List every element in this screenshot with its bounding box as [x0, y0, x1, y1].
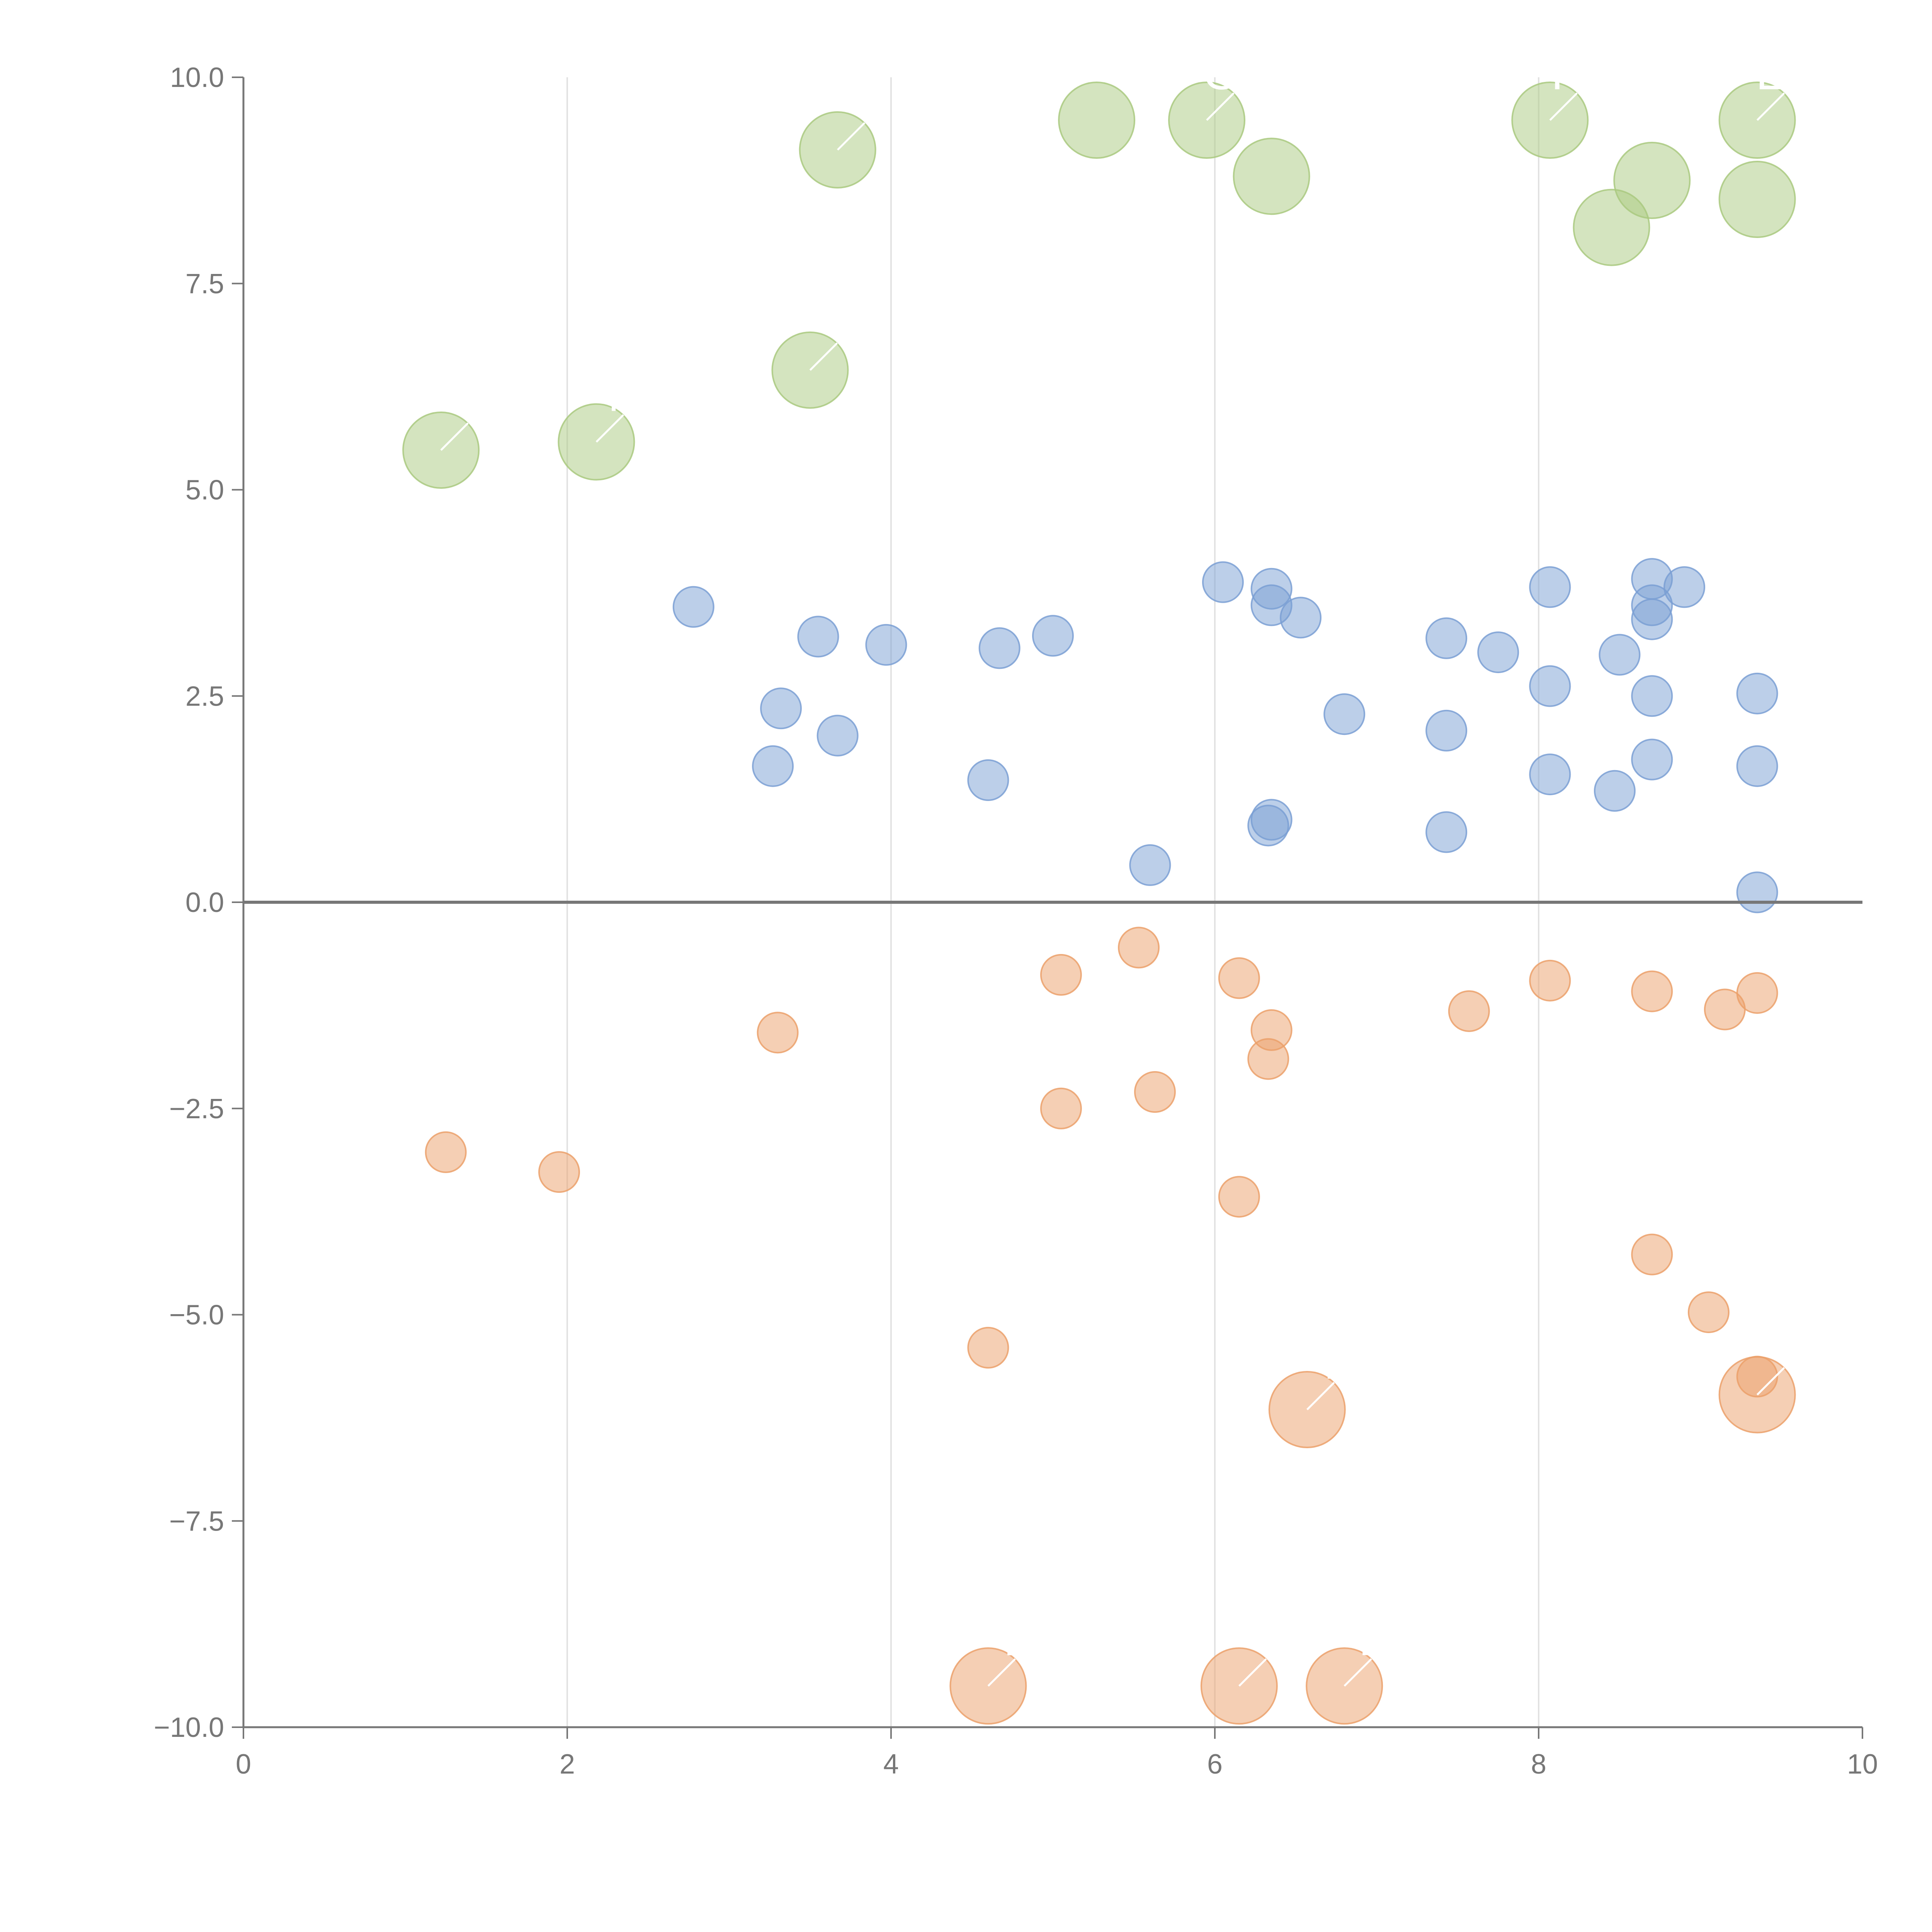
- label-leader-line: [837, 122, 866, 151]
- bubble-point: [1040, 1087, 1082, 1129]
- y-tick-label: 2.5: [185, 681, 224, 712]
- bubble-point: [1425, 709, 1468, 752]
- bubble-point: [797, 616, 839, 658]
- bubble-label: G: [850, 77, 886, 129]
- bubble-point: [1736, 871, 1778, 913]
- label-leader-line: [1306, 1382, 1335, 1410]
- bubble-point: [425, 1131, 467, 1173]
- label-leader-line: [1238, 1658, 1267, 1687]
- bubble-point: [1218, 957, 1260, 999]
- label-leader-line: [1206, 92, 1235, 121]
- bubble-point: [1529, 566, 1571, 608]
- label-leader-line: [987, 1658, 1016, 1687]
- bubble-label: P: [1003, 1613, 1034, 1665]
- x-tick-label: 6: [1207, 1749, 1223, 1780]
- bubble-point: [760, 687, 802, 730]
- bubble-point: [1280, 597, 1322, 639]
- bubble-point: [1631, 1233, 1673, 1276]
- bubble-point: [1704, 988, 1746, 1031]
- label-leader-line: [1096, 198, 1124, 227]
- bubble-point: [816, 714, 859, 757]
- bubble-point: [1032, 615, 1074, 657]
- label-leader-line: [1756, 92, 1785, 121]
- bubble-point: [672, 586, 714, 628]
- bubble-label: T: [827, 298, 855, 349]
- bubble-point: [1573, 189, 1650, 266]
- bubble-label: ER: [1756, 48, 1820, 99]
- bubble-point: [1218, 1176, 1260, 1218]
- bubble-point: [1448, 990, 1490, 1032]
- label-leader-line: [809, 342, 838, 371]
- bubble-point: [752, 745, 794, 787]
- label-layer: G A GH FX ER T C M F I P S Z: [440, 48, 1820, 1687]
- axis-layer: 10.0 7.5 5.0 2.5 0.0 −2.5 −5.0 −7.5 −10.0 0 2 4 6 8 10: [154, 62, 1878, 1780]
- x-tick-label: 8: [1531, 1749, 1546, 1780]
- y-tick-label: 10.0: [170, 62, 224, 93]
- bubble-point: [1233, 138, 1310, 215]
- bubble-point: [1529, 753, 1571, 796]
- bubble-point: [1247, 804, 1289, 847]
- bubble-point: [1687, 1291, 1730, 1333]
- bubble-point: [1425, 617, 1468, 659]
- bubble-point: [1129, 844, 1171, 886]
- bubble-point: [1631, 675, 1673, 717]
- bubble-label: M: [608, 369, 646, 421]
- bubble-label: GH: [1203, 48, 1272, 99]
- bubble-point: [967, 759, 1009, 801]
- bubble-point: [538, 1151, 580, 1193]
- bubble-label: I: [1782, 1322, 1794, 1374]
- label-leader-line: [440, 422, 469, 451]
- bubble-label: S: [1255, 1613, 1286, 1665]
- bubble-point: [978, 627, 1020, 669]
- x-tick-label: 2: [560, 1749, 575, 1780]
- bubble-point: [1323, 693, 1366, 735]
- bubble-point: [1718, 160, 1796, 238]
- bubble-point: [1425, 811, 1468, 853]
- label-leader-line: [595, 414, 624, 443]
- bubble-point: [1594, 770, 1636, 812]
- bubble-point: [1247, 1038, 1289, 1080]
- label-leader-line: [1756, 1367, 1785, 1396]
- y-tick-label: 0.0: [185, 887, 224, 918]
- bubble-label: Z: [1361, 1613, 1389, 1665]
- y-tick-label: 5.0: [185, 475, 224, 506]
- y-tick-label: 7.5: [185, 269, 224, 299]
- bubble-point: [967, 1327, 1009, 1369]
- bubble-label: FX: [1551, 48, 1611, 99]
- bubble-point: [1529, 959, 1571, 1002]
- y-tick-label: −10.0: [154, 1712, 224, 1743]
- bubble-point: [1040, 954, 1082, 996]
- label-leader-line: [1549, 92, 1578, 121]
- bubble-point: [1529, 665, 1571, 707]
- bubble-point: [1631, 738, 1673, 781]
- bubble-point: [757, 1012, 799, 1054]
- bubble-point: [1631, 970, 1673, 1012]
- bubble-point: [1058, 82, 1136, 159]
- label-leader-line: [1344, 1658, 1372, 1687]
- bubble-point: [1599, 634, 1641, 676]
- bubble-point: [1736, 745, 1778, 787]
- bubble-point: [1118, 927, 1160, 969]
- bubble-point: [1663, 566, 1706, 608]
- bubble-point: [1202, 561, 1244, 603]
- bubble-label: F: [1324, 1337, 1352, 1389]
- bubble-point: [1736, 672, 1778, 714]
- x-tick-label: 0: [236, 1749, 251, 1780]
- bubble-point: [865, 624, 907, 666]
- bubble-point: [1631, 598, 1673, 640]
- y-tick-label: −2.5: [169, 1094, 224, 1124]
- bubble-label: A: [1112, 153, 1143, 205]
- bubble-point: [1477, 631, 1519, 673]
- bubble-label: C: [455, 378, 489, 429]
- y-tick-label: −7.5: [169, 1506, 224, 1537]
- bubble-point: [1134, 1071, 1176, 1113]
- x-tick-label: 4: [883, 1749, 899, 1780]
- y-tick-label: −5.0: [169, 1300, 224, 1331]
- x-tick-label: 10: [1847, 1749, 1878, 1780]
